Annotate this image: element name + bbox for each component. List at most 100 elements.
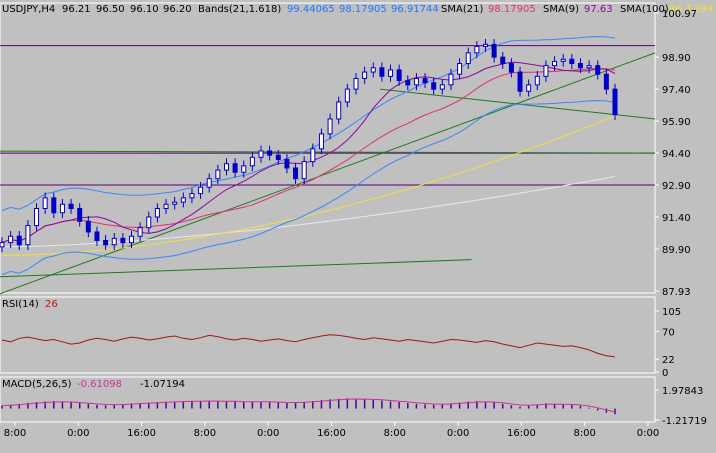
candle-body — [586, 65, 592, 69]
bollinger-upper-line — [1, 36, 616, 212]
rsi-tick-label: 70 — [662, 327, 675, 338]
candle-body — [474, 45, 480, 54]
candle-body — [215, 169, 221, 180]
macd-value-signal: -1.07194 — [140, 379, 185, 390]
y-tick-label: 95.90 — [662, 117, 691, 128]
candle-body — [603, 73, 609, 90]
x-tick-label: 16:00 — [317, 428, 346, 439]
candle-body — [448, 73, 454, 86]
legend-bands-middle: 98.17905 — [339, 4, 387, 15]
candle-body — [612, 88, 618, 116]
x-tick-label: 8:00 — [384, 428, 406, 439]
macd-tick-label: -1.21719 — [662, 416, 707, 427]
candle-body — [431, 82, 437, 90]
x-tick-label: 0:00 — [637, 428, 659, 439]
candle-body — [137, 227, 143, 237]
sma100-line — [1, 115, 616, 256]
macd-panel-border — [0, 376, 656, 423]
candle-body — [34, 207, 40, 227]
candle-body — [223, 163, 229, 171]
legend-high: 96.50 — [96, 4, 125, 15]
legend-sma100-label: SMA(100) — [620, 4, 669, 15]
x-tick-label: 8:00 — [573, 428, 595, 439]
candle-body — [534, 75, 540, 86]
candle-body — [267, 150, 273, 156]
candle-body — [8, 235, 14, 244]
legend-sma21-label: SMA(21) — [441, 4, 483, 15]
macd-label: MACD(5,26,5) — [2, 379, 72, 390]
legend-bands-upper: 99.44065 — [287, 4, 335, 15]
sma9-line — [1, 61, 616, 244]
rsi-tick-label: 105 — [662, 307, 681, 318]
candle-body — [439, 84, 445, 90]
legend-symbol: USDJPY,H4 — [2, 4, 55, 15]
candle-body — [465, 52, 471, 65]
legend-sma9-label: SMA(9) — [543, 4, 579, 15]
candle-body — [68, 203, 74, 209]
rsi-panel-border — [0, 296, 656, 374]
candle-body — [327, 118, 333, 135]
sma200-line — [1, 176, 616, 248]
candle-body — [388, 69, 394, 77]
x-tick-label: 8:00 — [4, 428, 26, 439]
trendline — [0, 150, 656, 154]
candle-body — [275, 154, 281, 160]
y-tick-label: 97.40 — [662, 85, 691, 96]
candle-body — [42, 197, 48, 209]
candle-body — [353, 77, 359, 90]
candle-body — [154, 207, 160, 218]
candle-body — [301, 161, 307, 180]
candle-body — [543, 65, 549, 77]
candle-body — [172, 201, 178, 205]
rsi-tick-label: 0 — [662, 368, 668, 379]
candle-body — [344, 88, 350, 103]
candle-body — [422, 77, 428, 84]
candle-body — [517, 71, 523, 92]
rsi-tick-label: 22 — [662, 355, 675, 366]
candle-body — [51, 197, 57, 214]
main-legend: USDJPY,H4 96.21 96.50 96.10 96.20 Bands(… — [2, 4, 714, 15]
legend-bands-label: Bands(21,1.618) — [198, 4, 281, 15]
candle-body — [526, 84, 532, 92]
x-tick-label: 0:00 — [257, 428, 279, 439]
candle-body — [25, 225, 31, 246]
candle-body — [16, 235, 22, 246]
candle-body — [413, 77, 419, 86]
candle-body — [180, 197, 186, 203]
macd-value-main: -0.61098 — [77, 379, 122, 390]
candle-body — [569, 58, 575, 65]
legend-close: 96.20 — [163, 4, 192, 15]
candle-body — [552, 60, 558, 67]
rsi-label: RSI(14) — [2, 299, 39, 310]
candle-body — [241, 165, 247, 173]
candle-body — [103, 239, 109, 246]
candle-body — [59, 203, 65, 214]
candle-body — [362, 71, 368, 79]
x-tick-label: 16:00 — [507, 428, 536, 439]
candle-body — [85, 220, 91, 233]
rsi-value: 26 — [45, 299, 58, 310]
candle-body — [595, 65, 601, 75]
x-tick-label: 0:00 — [447, 428, 469, 439]
macd-signal-line — [1, 398, 616, 413]
candle-body — [163, 203, 169, 209]
candle-body — [457, 63, 463, 75]
legend-bands-lower: 96.91744 — [391, 4, 439, 15]
candle-body — [577, 63, 583, 69]
x-tick-label: 8:00 — [194, 428, 216, 439]
y-tick-label: 89.90 — [662, 245, 691, 256]
x-tick-label: 16:00 — [127, 428, 156, 439]
candle-body — [370, 67, 376, 73]
candle-body — [396, 69, 402, 82]
y-tick-label: 91.40 — [662, 213, 691, 224]
candle-body — [232, 163, 238, 173]
trendline — [0, 259, 472, 278]
y-tick-label: 94.40 — [662, 149, 691, 160]
legend-sma100-value: 96.1394 — [668, 4, 714, 15]
y-tick-label: 100.97 — [662, 9, 697, 20]
legend-open: 96.21 — [62, 4, 91, 15]
rsi-legend: RSI(14) 26 — [2, 299, 58, 310]
candle-body — [500, 56, 506, 65]
candle-body — [120, 237, 126, 244]
candle-body — [146, 216, 152, 229]
